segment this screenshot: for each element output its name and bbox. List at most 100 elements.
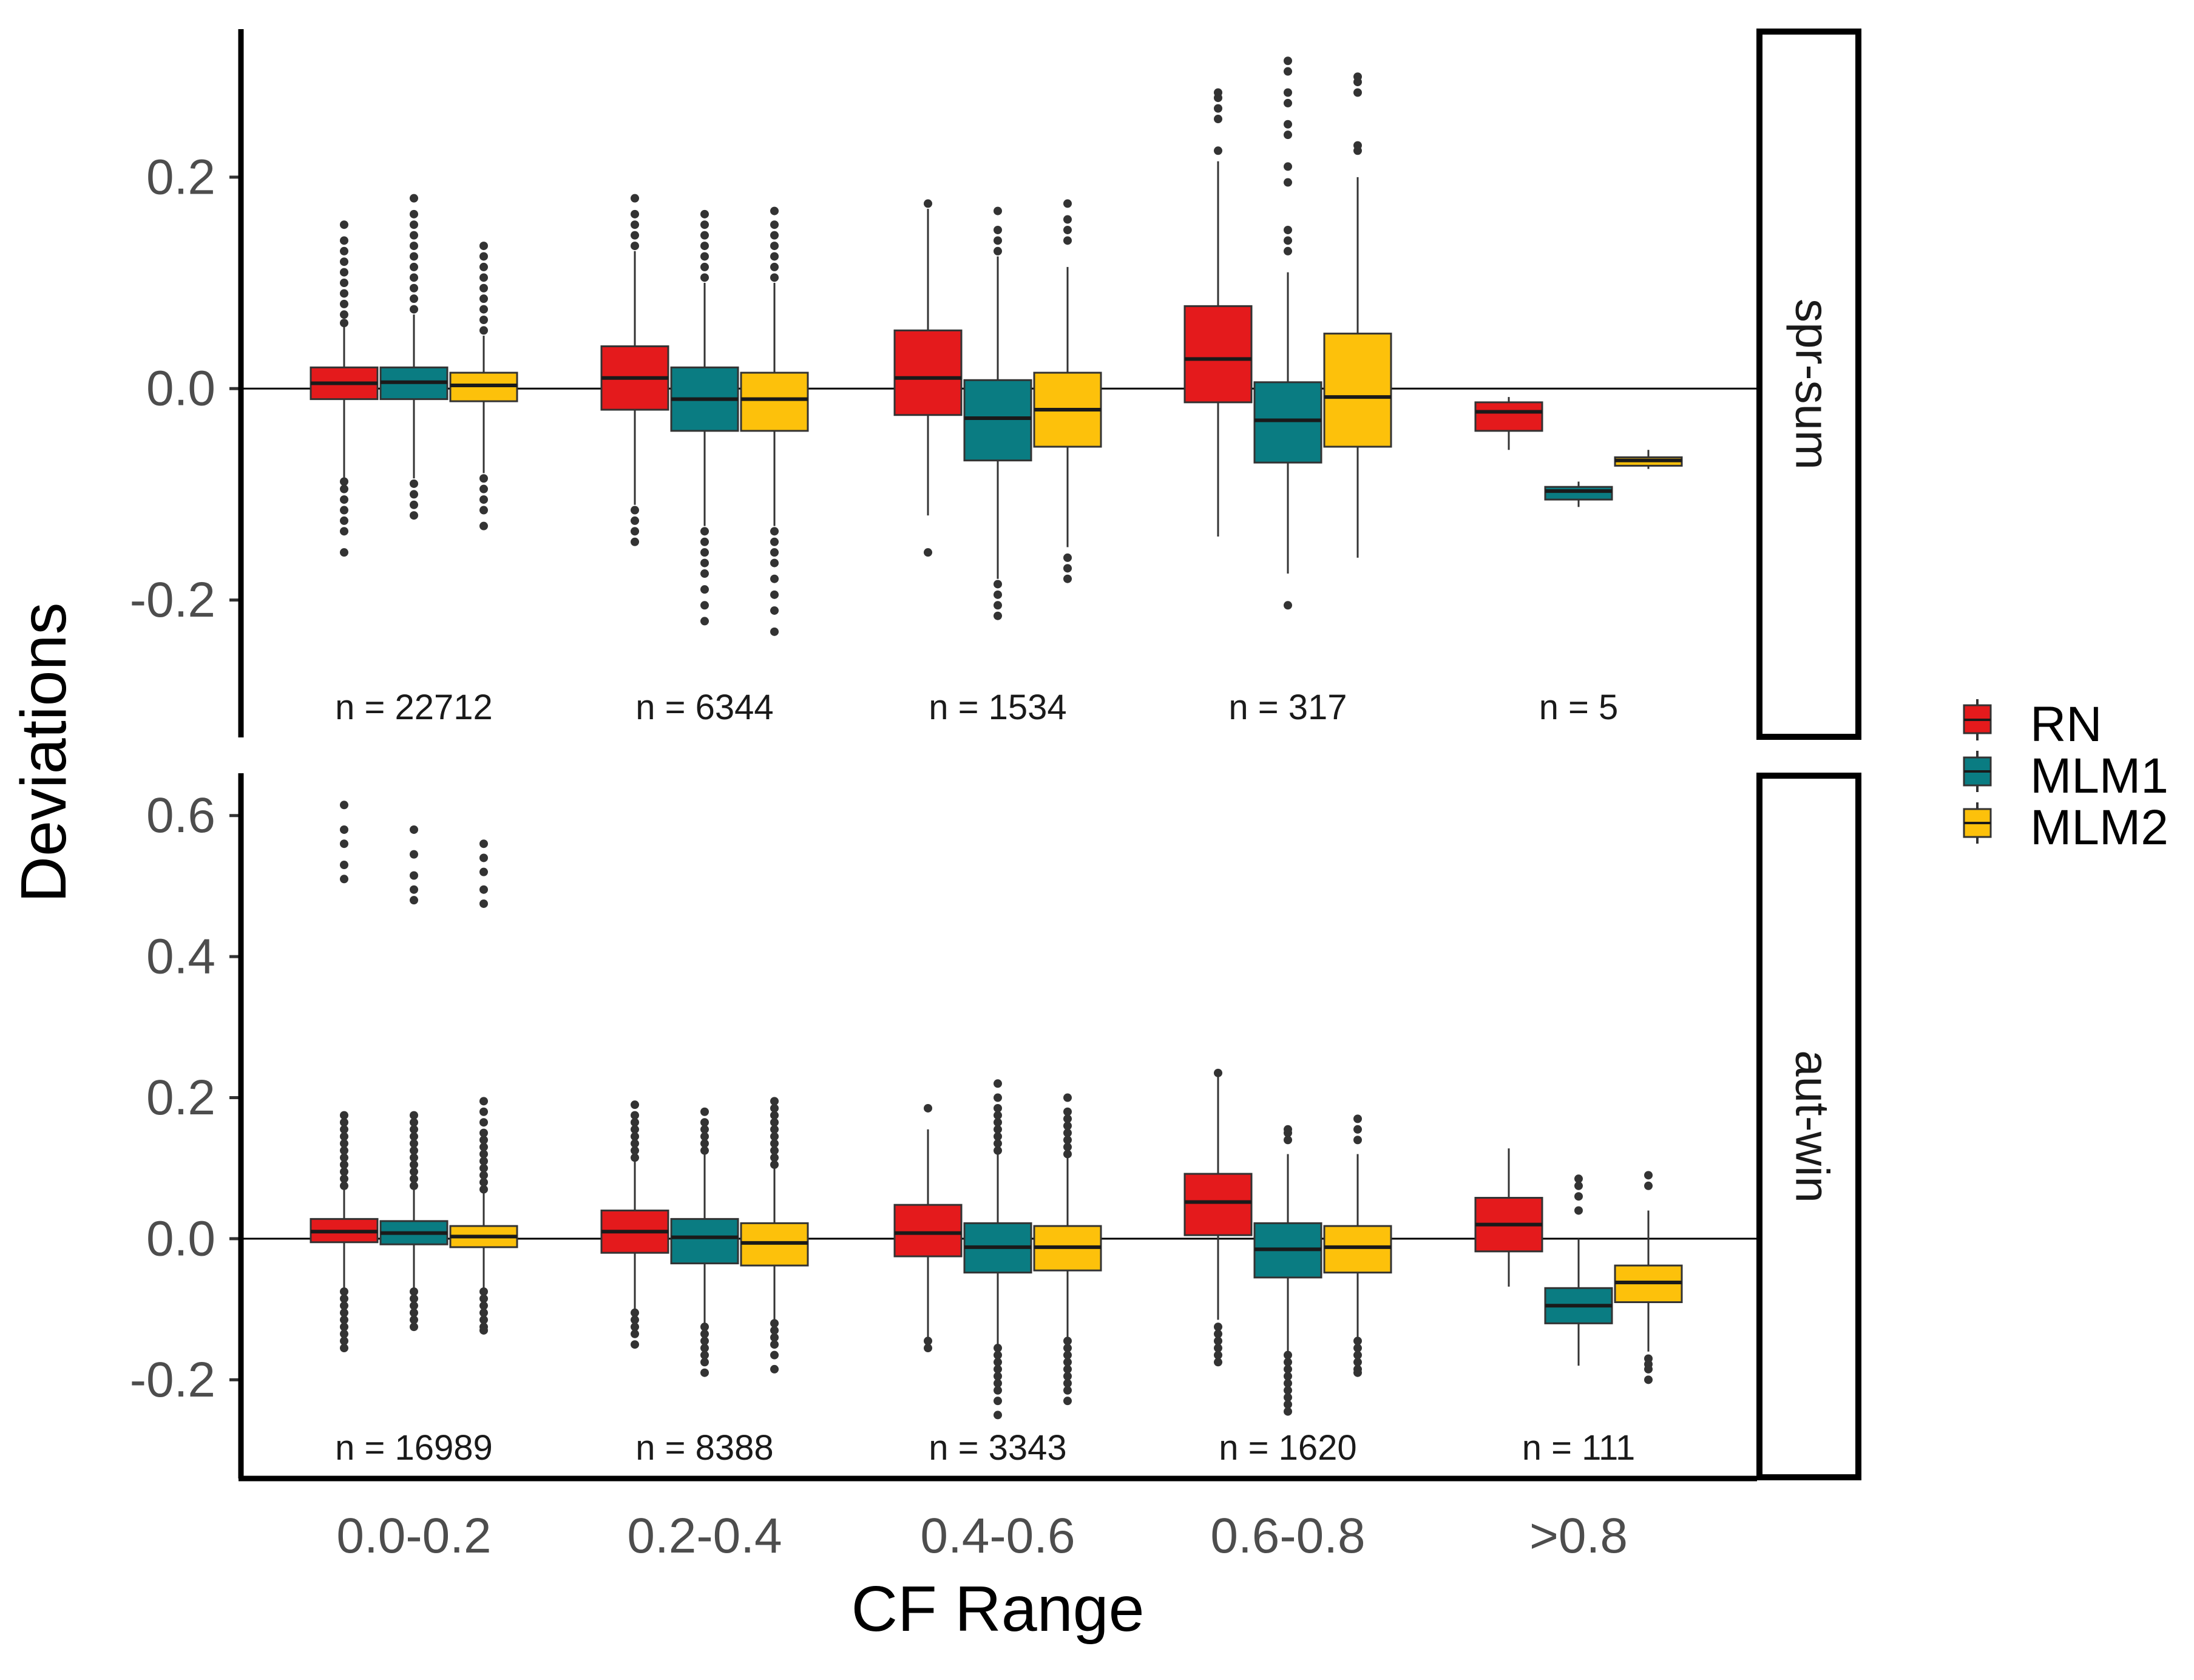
outlier-point: [770, 1132, 779, 1141]
outlier-point: [410, 1153, 418, 1162]
outlier-point: [700, 527, 709, 536]
outlier-point: [1063, 225, 1072, 234]
outlier-point: [700, 1107, 709, 1116]
outlier-point: [700, 1139, 709, 1148]
box-body: [963, 379, 1032, 462]
outlier-point: [1063, 1397, 1072, 1406]
outlier-point: [1063, 1128, 1072, 1137]
box-mlm2: [449, 839, 518, 1335]
outlier-point: [1063, 1364, 1072, 1373]
outlier-point: [340, 319, 348, 328]
outlier-point: [770, 1326, 779, 1335]
outlier-point: [340, 1344, 348, 1353]
outlier-point: [479, 899, 488, 908]
x-tick-label: >0.8: [1529, 1508, 1628, 1563]
outlier-point: [770, 206, 779, 215]
outlier-point: [994, 611, 1002, 620]
outlier-point: [340, 299, 348, 308]
legend-label-mlm2: MLM2: [2030, 800, 2169, 855]
outlier-point: [631, 1132, 639, 1141]
legend-item-mlm2: MLM2: [1963, 800, 2169, 855]
outlier-point: [924, 548, 932, 557]
outlier-point: [1214, 1329, 1222, 1338]
outlier-point: [1353, 1336, 1362, 1346]
outlier-point: [340, 1323, 348, 1332]
outlier-point: [410, 252, 418, 261]
outlier-point: [994, 236, 1002, 245]
outlier-point: [479, 484, 488, 493]
outlier-point: [479, 273, 488, 282]
legend: RN MLM1 MLM2: [1963, 697, 2169, 855]
outlier-point: [410, 242, 418, 251]
box-mlm2: [1033, 199, 1102, 583]
outlier-point: [410, 305, 418, 314]
outlier-point: [410, 500, 418, 509]
x-tick-label: 0.6-0.8: [1210, 1508, 1365, 1563]
strip-aut-win: aut-win: [1756, 773, 1861, 1480]
outlier-point: [479, 1107, 488, 1116]
outlier-point: [479, 1301, 488, 1310]
outlier-point: [340, 825, 348, 834]
outlier-point: [1284, 1350, 1292, 1360]
outlier-point: [1353, 1136, 1362, 1145]
outlier-point: [770, 242, 779, 251]
outlier-point: [1284, 601, 1292, 610]
outlier-point: [770, 1160, 779, 1169]
outlier-point: [479, 305, 488, 314]
outlier-point: [340, 548, 348, 557]
outlier-point: [994, 1132, 1002, 1141]
box-mlm1: [670, 209, 739, 626]
outlier-point: [631, 1100, 639, 1109]
box-mlm1: [1253, 1125, 1322, 1416]
box-rn: [600, 1100, 669, 1349]
outlier-point: [994, 1111, 1002, 1120]
outlier-point: [700, 1336, 709, 1346]
box-rn: [1474, 397, 1543, 450]
outlier-point: [631, 1111, 639, 1120]
box-mlm2: [1323, 1114, 1392, 1377]
box-rn: [1474, 1148, 1543, 1287]
outlier-point: [410, 294, 418, 303]
outlier-point: [631, 194, 639, 203]
outlier-point: [770, 590, 779, 599]
outlier-point: [479, 1128, 488, 1137]
n-count-label: n = 5: [1539, 688, 1619, 727]
outlier-point: [1284, 120, 1292, 129]
outlier-point: [770, 220, 779, 229]
box-mlm1: [670, 1107, 739, 1377]
outlier-point: [994, 1397, 1002, 1406]
outlier-point: [994, 1125, 1002, 1134]
box-mlm1: [1544, 1174, 1613, 1366]
outlier-point: [1284, 162, 1292, 171]
outlier-point: [479, 1157, 488, 1166]
outlier-point: [700, 585, 709, 594]
outlier-point: [1284, 178, 1292, 187]
outlier-point: [410, 273, 418, 282]
outlier-point: [770, 1111, 779, 1120]
outlier-point: [410, 283, 418, 293]
outlier-point: [700, 617, 709, 626]
outlier-point: [700, 558, 709, 567]
box-rn: [893, 199, 963, 557]
outlier-point: [340, 861, 348, 870]
outlier-point: [700, 220, 709, 229]
outlier-point: [479, 326, 488, 335]
outlier-point: [631, 527, 639, 536]
n-count-label: n = 3343: [929, 1428, 1066, 1468]
outlier-point: [1644, 1181, 1653, 1190]
x-tick-label: 0.0-0.2: [336, 1508, 491, 1563]
outlier-point: [770, 558, 779, 567]
outlier-point: [770, 1118, 779, 1127]
outlier-point: [1214, 146, 1222, 155]
outlier-point: [1063, 1107, 1072, 1116]
outlier-point: [340, 506, 348, 515]
box-mlm1: [379, 194, 449, 520]
outlier-point: [700, 1132, 709, 1141]
outlier-point: [1644, 1364, 1653, 1373]
outlier-point: [1063, 1372, 1072, 1381]
outlier-point: [410, 1146, 418, 1155]
outlier-point: [1063, 1386, 1072, 1395]
n-count-label: n = 1534: [929, 688, 1066, 727]
outlier-point: [994, 590, 1002, 599]
x-tick-labels: 0.0-0.2 0.2-0.4 0.4-0.6 0.6-0.8 >0.8: [336, 1508, 1628, 1563]
